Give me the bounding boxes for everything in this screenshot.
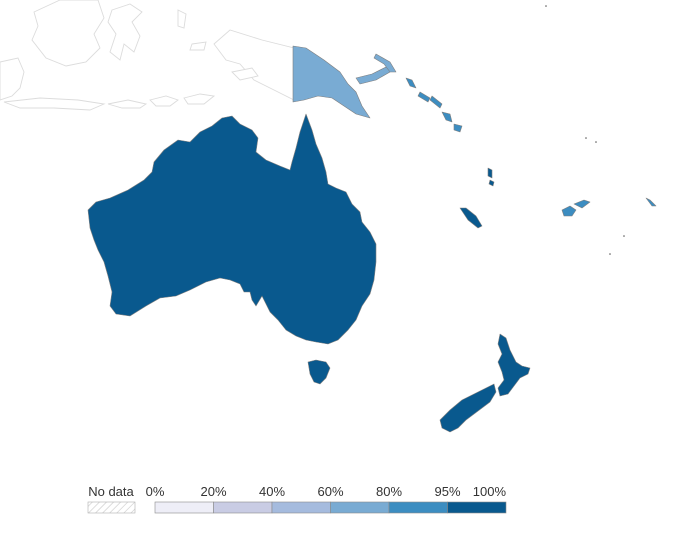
vanuatu-island-2 bbox=[488, 179, 495, 187]
region-new-caledonia[interactable] bbox=[459, 207, 483, 229]
fiji-lau-islet bbox=[645, 197, 657, 207]
timor-outline bbox=[183, 93, 216, 105]
solomon-island-5 bbox=[453, 123, 463, 133]
legend-bin-swatch bbox=[388, 501, 448, 514]
region-papua-new-guinea[interactable] bbox=[292, 45, 397, 119]
region-australia[interactable] bbox=[87, 113, 377, 345]
islet-dot bbox=[623, 235, 625, 237]
solomon-island-2 bbox=[417, 91, 431, 103]
no-data-swatch bbox=[87, 501, 136, 514]
west-papua-outline bbox=[213, 29, 295, 101]
islet-dot bbox=[595, 141, 597, 143]
islet-dot bbox=[545, 5, 547, 7]
legend-tick-label: 40% bbox=[259, 484, 285, 499]
sumatra-outline bbox=[0, 57, 25, 101]
java-outline bbox=[3, 97, 106, 111]
lesser-sunda-outline bbox=[107, 95, 179, 109]
legend-tick-label: 0% bbox=[146, 484, 165, 499]
no-data-label: No data bbox=[88, 484, 134, 499]
png-new-britain bbox=[355, 65, 391, 85]
region-vanuatu[interactable] bbox=[487, 167, 495, 187]
region-fiji[interactable] bbox=[561, 197, 657, 217]
legend-tick-label: 95% bbox=[434, 484, 460, 499]
legend-tick-label: 60% bbox=[317, 484, 343, 499]
legend-bin-swatch bbox=[213, 501, 273, 514]
seram-outline bbox=[231, 67, 259, 81]
region-solomon-islands[interactable] bbox=[405, 77, 463, 133]
nz-north-island bbox=[497, 333, 531, 397]
legend-bin-swatch bbox=[447, 501, 507, 514]
legend: No data 0% 20% 40% 60% 80% 95% 100% bbox=[87, 484, 507, 514]
no-data-countries bbox=[0, 0, 295, 111]
borneo-outline bbox=[31, 0, 105, 67]
legend-bin-swatch bbox=[330, 501, 390, 514]
vanuatu-island-1 bbox=[487, 167, 493, 179]
legend-tick-label: 100% bbox=[473, 484, 507, 499]
region-new-zealand[interactable] bbox=[439, 333, 531, 433]
fiji-vanua-levu bbox=[573, 199, 591, 209]
legend-bin-swatch bbox=[271, 501, 331, 514]
legend-bin-swatch bbox=[154, 501, 214, 514]
region-tasmania[interactable] bbox=[307, 359, 331, 385]
solomon-island-3 bbox=[429, 95, 443, 109]
nz-south-island bbox=[439, 383, 497, 433]
solomon-island-1 bbox=[405, 77, 417, 89]
legend-tick-label: 80% bbox=[376, 484, 402, 499]
islet-dot bbox=[585, 137, 587, 139]
sulawesi-outline bbox=[107, 3, 143, 61]
png-new-ireland bbox=[373, 53, 397, 73]
islet-dot bbox=[609, 253, 611, 255]
legend-tick-label: 20% bbox=[200, 484, 226, 499]
fiji-viti-levu bbox=[561, 205, 577, 217]
maluku-outline bbox=[177, 9, 207, 51]
small-islets bbox=[545, 5, 625, 255]
solomon-island-4 bbox=[441, 111, 453, 123]
png-mainland bbox=[292, 45, 371, 119]
